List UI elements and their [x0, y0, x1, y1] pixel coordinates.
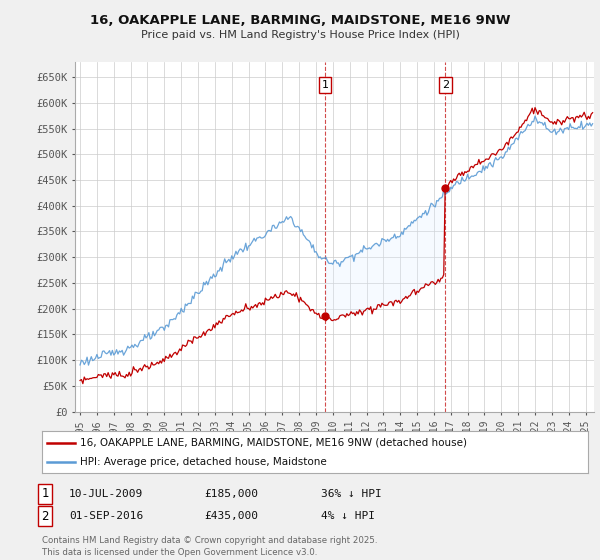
Text: 2: 2 [442, 80, 449, 90]
Text: 1: 1 [41, 487, 49, 501]
Text: Contains HM Land Registry data © Crown copyright and database right 2025.
This d: Contains HM Land Registry data © Crown c… [42, 536, 377, 557]
Text: HPI: Average price, detached house, Maidstone: HPI: Average price, detached house, Maid… [80, 457, 327, 467]
Text: Price paid vs. HM Land Registry's House Price Index (HPI): Price paid vs. HM Land Registry's House … [140, 30, 460, 40]
Text: 16, OAKAPPLE LANE, BARMING, MAIDSTONE, ME16 9NW: 16, OAKAPPLE LANE, BARMING, MAIDSTONE, M… [90, 14, 510, 27]
Text: 10-JUL-2009: 10-JUL-2009 [69, 489, 143, 499]
Text: 36% ↓ HPI: 36% ↓ HPI [321, 489, 382, 499]
Text: 01-SEP-2016: 01-SEP-2016 [69, 511, 143, 521]
Text: 1: 1 [322, 80, 328, 90]
Text: 16, OAKAPPLE LANE, BARMING, MAIDSTONE, ME16 9NW (detached house): 16, OAKAPPLE LANE, BARMING, MAIDSTONE, M… [80, 437, 467, 447]
Text: £435,000: £435,000 [204, 511, 258, 521]
Text: 2: 2 [41, 510, 49, 523]
Text: £185,000: £185,000 [204, 489, 258, 499]
Text: 4% ↓ HPI: 4% ↓ HPI [321, 511, 375, 521]
